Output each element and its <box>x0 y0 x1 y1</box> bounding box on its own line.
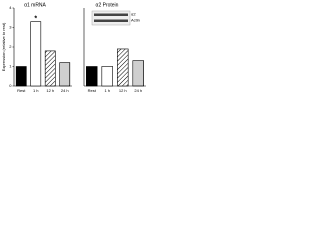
chart-title: α1 mRNA <box>24 2 46 8</box>
x-tick-label: Rest <box>17 88 26 93</box>
x-tick-label: 1 h <box>33 88 39 93</box>
bar <box>86 66 98 87</box>
bar <box>132 60 144 87</box>
blot-band <box>94 13 128 16</box>
x-tick-label: 1 h <box>104 88 110 93</box>
bar <box>44 50 56 87</box>
bar <box>101 66 113 87</box>
y-tick-label: 1 <box>9 64 12 69</box>
blot-band <box>94 19 128 22</box>
y-tick-label: 0 <box>9 83 12 88</box>
annotation: * <box>34 15 37 22</box>
y-axis-label: Expression (relative to rest) <box>1 22 6 71</box>
x-tick-label: Rest <box>88 88 97 93</box>
x-tick-label: 24 h <box>134 88 142 93</box>
y-tick-label: 2 <box>9 44 12 49</box>
bar <box>117 48 129 87</box>
blot-label: α2 <box>131 12 136 17</box>
blot-label: Actin <box>131 18 140 23</box>
x-tick-label: 24 h <box>61 88 69 93</box>
blot <box>91 10 131 26</box>
chart-title: α2 Protein <box>96 2 119 8</box>
y-tick-label: 4 <box>9 5 12 10</box>
bar <box>30 21 42 87</box>
figure: α1 mRNA Expression (relative to rest) 0 1 2 3… <box>1 2 146 93</box>
bar <box>59 62 71 87</box>
bar <box>15 66 27 87</box>
y-tick-label: 3 <box>9 25 12 30</box>
x-tick-label: 12 h <box>119 88 127 93</box>
x-tick-label: 12 h <box>46 88 54 93</box>
